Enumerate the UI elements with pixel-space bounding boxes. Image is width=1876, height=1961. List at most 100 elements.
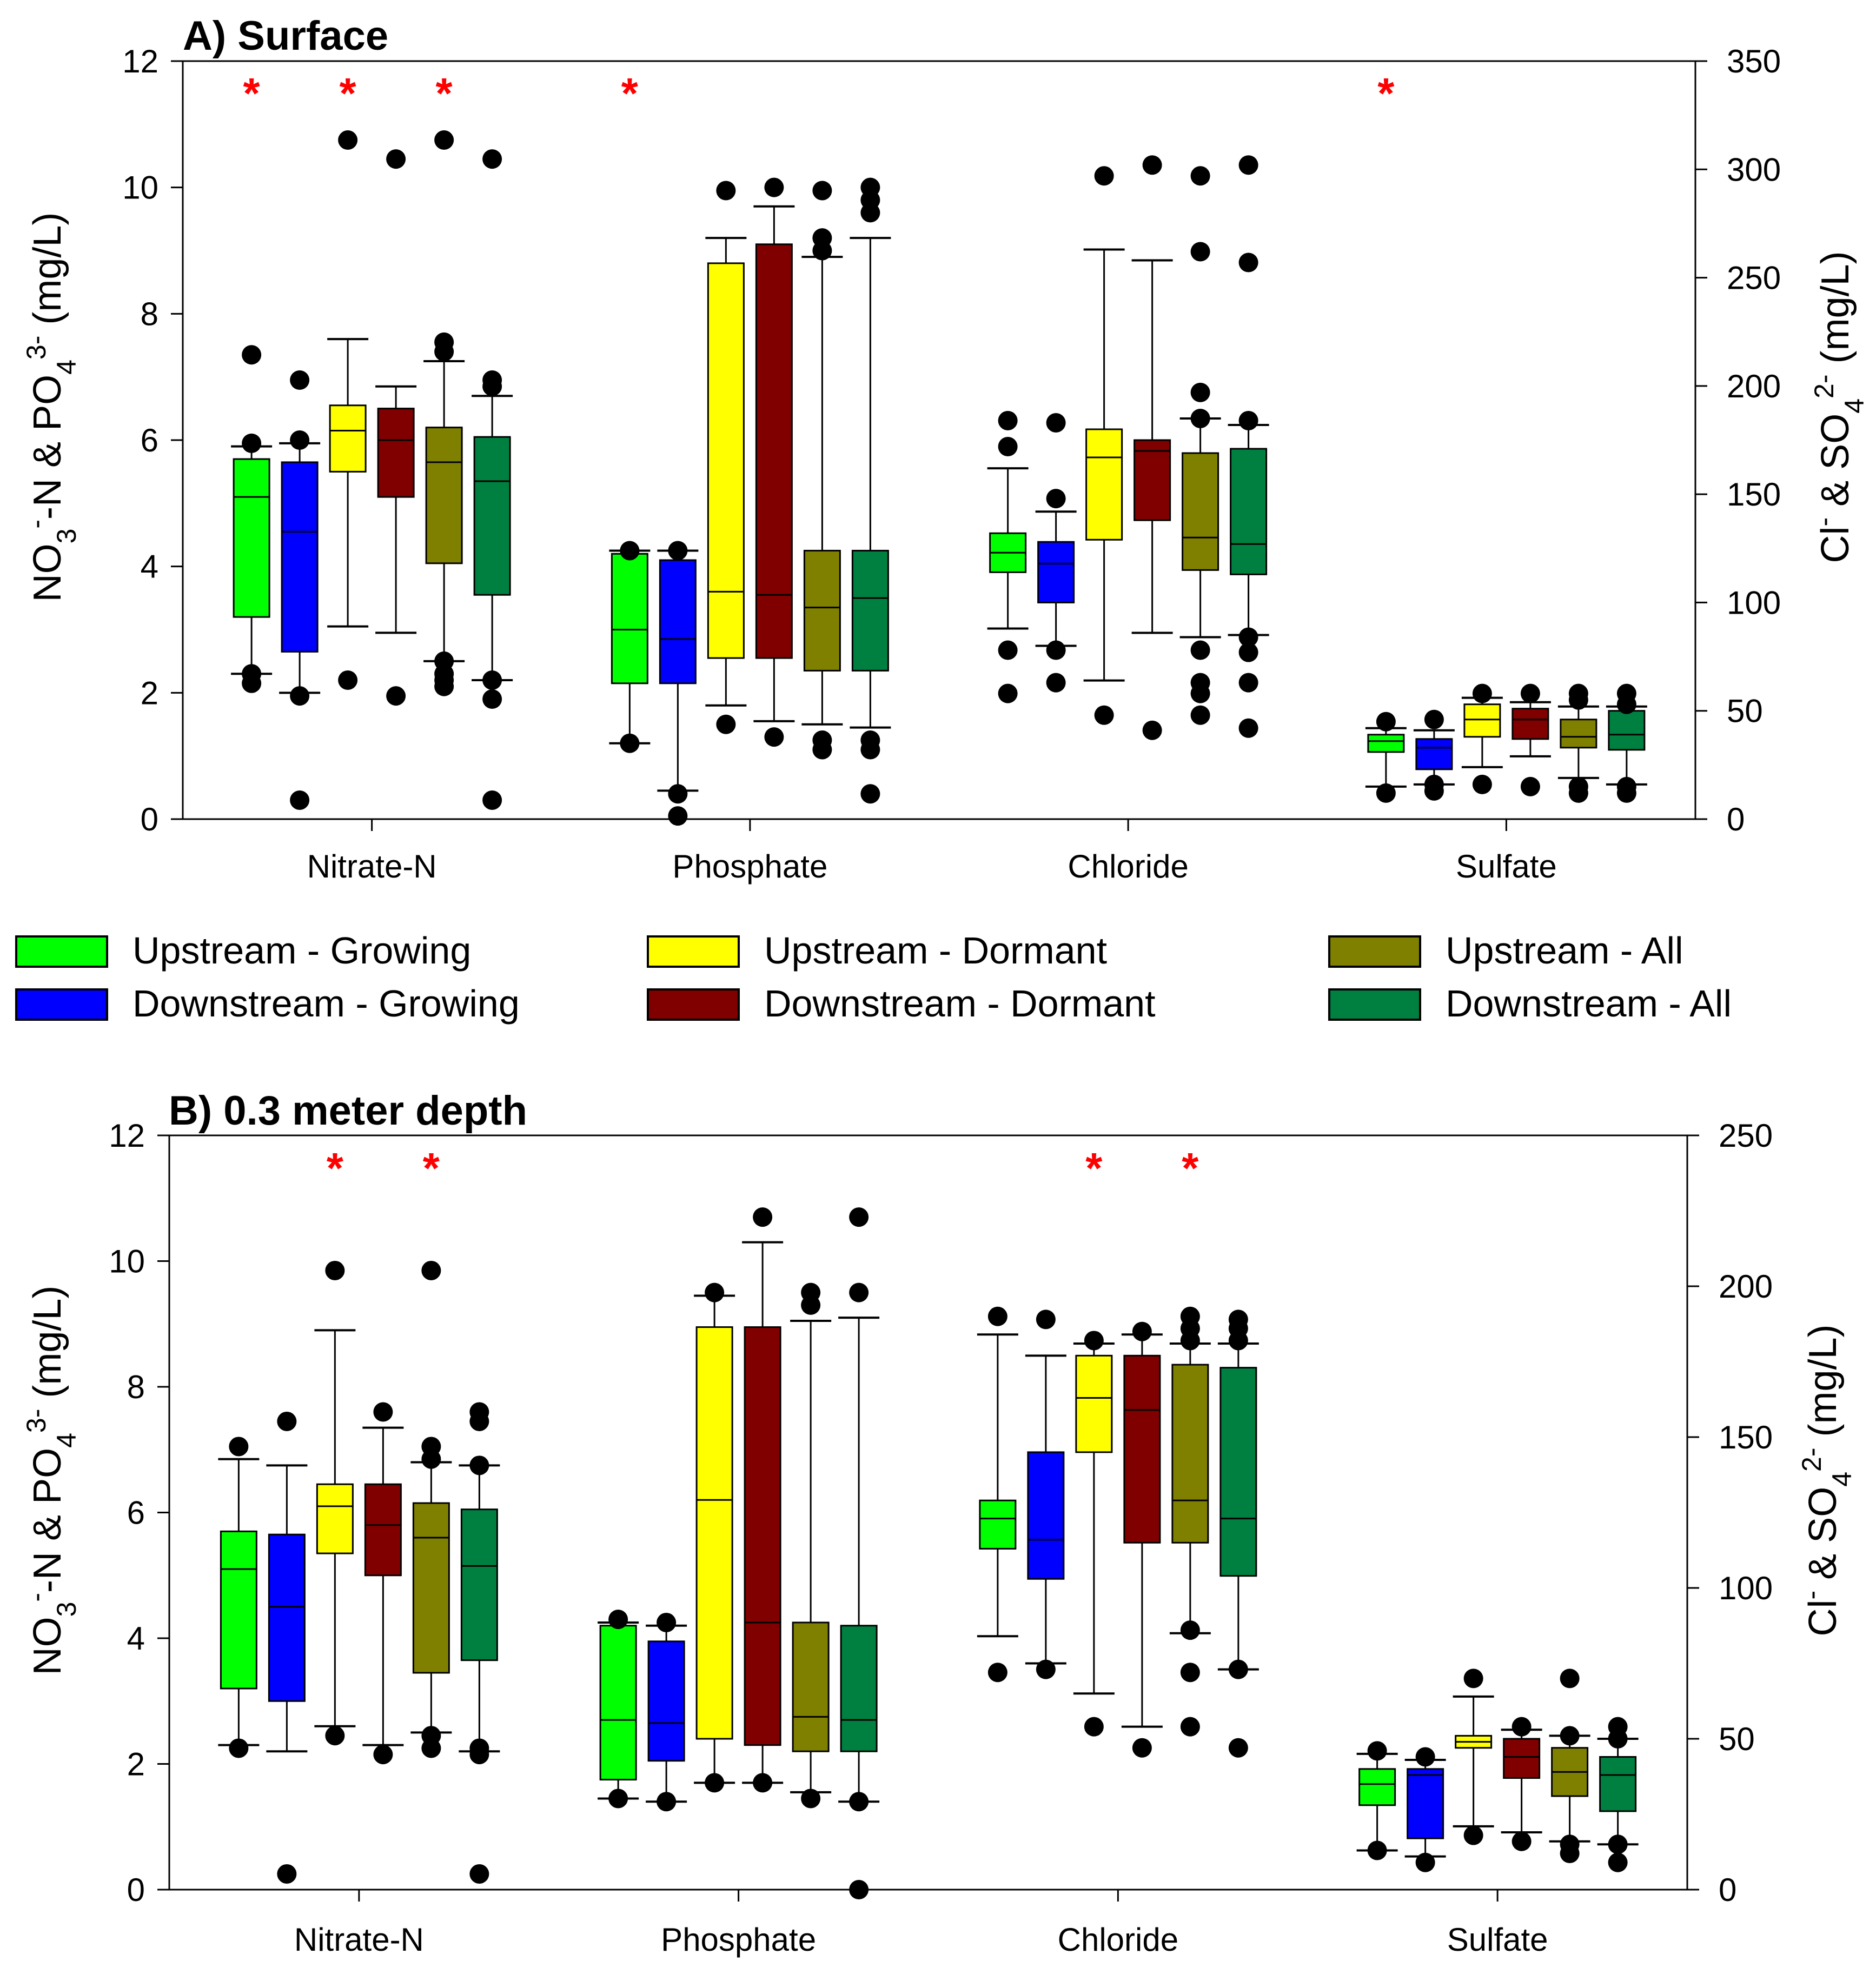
outlier-point <box>668 541 688 561</box>
outlier-point <box>1238 718 1258 738</box>
outlier-point <box>668 784 688 804</box>
box-plot <box>694 1282 735 1793</box>
outlier-point <box>482 689 502 709</box>
significance-star: * <box>1377 69 1395 117</box>
box-plot <box>459 1402 500 1884</box>
outlier-point <box>434 651 454 671</box>
outlier-point <box>987 1306 1007 1326</box>
box-plot <box>1557 683 1599 803</box>
box-iqr <box>364 1483 402 1577</box>
box-plot <box>279 370 321 810</box>
panel-a-left-axis-label: NO3--N & PO43- (mg/L) <box>21 212 82 602</box>
box-iqr <box>840 1625 878 1752</box>
outlier-point <box>242 433 262 453</box>
box-plot <box>646 1612 687 1812</box>
outlier-point <box>1415 1747 1435 1767</box>
box-iqr <box>803 549 841 672</box>
box-iqr <box>1230 448 1268 575</box>
box-plot <box>801 181 843 760</box>
outlier-point <box>1367 1840 1387 1860</box>
left-tick-label: 0 <box>127 1872 145 1908</box>
outlier-point <box>1084 1717 1104 1737</box>
box-plot <box>850 177 891 804</box>
outlier-point <box>1190 166 1210 186</box>
box-iqr <box>695 1326 733 1740</box>
significance-star: * <box>423 1144 440 1192</box>
category-label: Sulfate <box>1456 848 1557 885</box>
outlier-point <box>1190 705 1210 725</box>
outlier-point <box>1228 1738 1248 1758</box>
box-iqr <box>647 1640 685 1762</box>
box-iqr <box>1415 738 1453 770</box>
right-tick-label: 100 <box>1727 584 1781 621</box>
outlier-point <box>1415 1852 1435 1872</box>
box-iqr <box>755 243 793 659</box>
outlier-point <box>1472 774 1492 794</box>
legend-label: Upstream - All <box>1446 929 1683 972</box>
left-tick-label: 12 <box>122 43 158 79</box>
left-tick-label: 4 <box>127 1620 145 1657</box>
legend-label: Downstream - Growing <box>132 982 520 1025</box>
box-plot <box>1501 1717 1542 1851</box>
outlier-point <box>1142 720 1162 740</box>
outlier-point <box>386 686 406 706</box>
outlier-point <box>1180 1620 1200 1640</box>
outlier-point <box>860 730 880 750</box>
box-iqr <box>659 559 697 684</box>
legend-swatch <box>15 935 108 968</box>
legend-swatch <box>1328 988 1421 1021</box>
outlier-point <box>469 1738 489 1758</box>
outlier-point <box>1132 1321 1152 1341</box>
category-label: Chloride <box>1058 1922 1178 1958</box>
box-iqr <box>1358 1768 1396 1806</box>
outlier-point <box>998 683 1018 703</box>
outlier-point <box>1568 776 1588 796</box>
outlier-point <box>1046 640 1066 660</box>
outlier-point <box>434 130 454 150</box>
box-iqr <box>1407 1768 1444 1839</box>
outlier-point <box>1463 1668 1483 1689</box>
outlier-point <box>1228 1309 1248 1330</box>
box-plot <box>742 1207 784 1793</box>
outlier-point <box>705 1282 725 1302</box>
box-plot <box>1453 1668 1494 1845</box>
panel-b-left-axis-label: NO3--N & PO43- (mg/L) <box>21 1286 82 1676</box>
outlier-point <box>1238 627 1258 647</box>
left-tick-label: 8 <box>141 296 158 332</box>
box-plot <box>327 130 369 690</box>
outlier-point <box>290 430 310 450</box>
outlier-point <box>705 1773 725 1793</box>
box-iqr <box>1133 439 1171 521</box>
box-plot <box>705 181 747 734</box>
box-iqr <box>460 1508 498 1661</box>
left-tick-label: 2 <box>141 675 158 711</box>
box-iqr <box>268 1533 306 1702</box>
right-tick-label: 300 <box>1727 151 1781 188</box>
outlier-point <box>469 1402 489 1422</box>
outlier-point <box>1190 640 1210 660</box>
legend-label: Upstream - Dormant <box>764 929 1107 972</box>
outlier-point <box>1608 1834 1628 1854</box>
box-plot <box>410 1260 452 1758</box>
outlier-point <box>325 1260 345 1280</box>
box-plot <box>1365 712 1407 803</box>
outlier-point <box>812 181 832 201</box>
outlier-point <box>1616 776 1636 796</box>
box-iqr <box>1027 1451 1065 1580</box>
outlier-point <box>620 541 640 561</box>
outlier-point <box>1180 1306 1200 1326</box>
outlier-point <box>620 733 640 753</box>
category-label: Phosphate <box>661 1922 816 1958</box>
box-plot <box>987 410 1029 703</box>
legend-swatch <box>15 988 108 1021</box>
box-plot <box>1025 1309 1066 1679</box>
box-iqr <box>1219 1367 1257 1577</box>
box-iqr <box>1123 1354 1161 1544</box>
outlier-point <box>469 1864 489 1884</box>
significance-star: * <box>243 69 261 117</box>
outlier-point <box>1376 712 1396 732</box>
box-iqr <box>1463 703 1501 738</box>
right-tick-label: 50 <box>1719 1721 1755 1757</box>
legend-label: Upstream - Growing <box>132 929 471 972</box>
